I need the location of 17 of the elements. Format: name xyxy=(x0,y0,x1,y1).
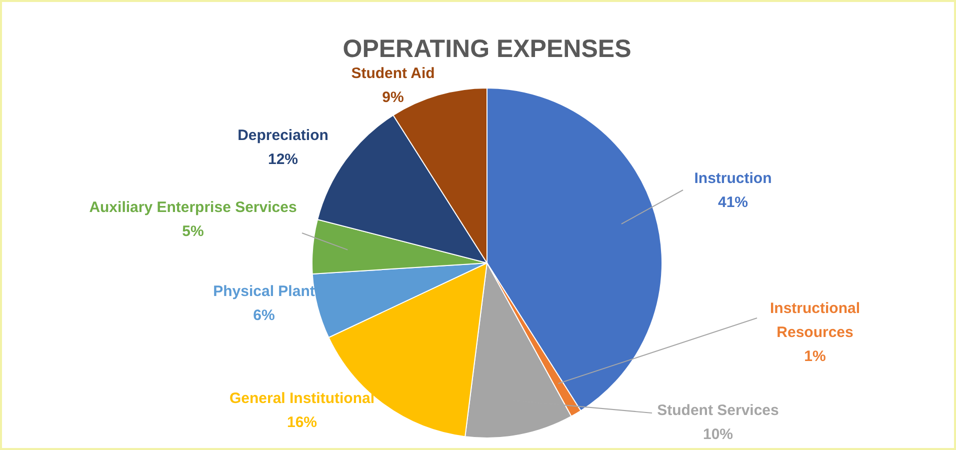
slice-label: Physical Plant xyxy=(213,283,315,300)
slice-label: Student Aid xyxy=(351,65,435,82)
data-label: 41% xyxy=(718,194,748,211)
slice-label: General Institutional xyxy=(229,390,375,407)
chart-title: OPERATING EXPENSES xyxy=(342,35,632,63)
data-label: 12% xyxy=(268,151,298,168)
slice-label: Instructional Resources xyxy=(770,300,860,341)
data-label: 10% xyxy=(702,426,734,443)
slice-label: Auxiliary Enterprise Services xyxy=(89,199,297,216)
data-label: 6% xyxy=(253,307,275,324)
data-label: 1% xyxy=(804,348,826,365)
slice-label: Student Services xyxy=(657,402,779,419)
slice-label: Depreciation xyxy=(238,127,328,144)
data-label: 16% xyxy=(286,414,318,431)
slice-label: Instruction xyxy=(694,170,772,187)
data-label: 5% xyxy=(182,223,204,240)
data-label: 9% xyxy=(382,89,404,106)
